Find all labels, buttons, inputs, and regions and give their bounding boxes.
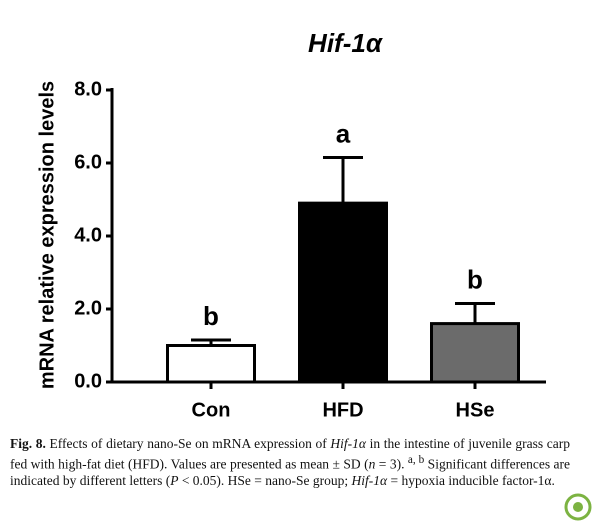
significance-letter: b — [467, 264, 483, 294]
y-tick-label: 0.0 — [74, 370, 102, 392]
x-tick-label: Con — [192, 399, 231, 421]
y-tick-label: 2.0 — [74, 297, 102, 319]
caption-gene: Hif-1α — [351, 472, 388, 488]
significance-letter: b — [203, 301, 219, 331]
bar — [166, 344, 256, 384]
caption-gene: Hif-1α — [330, 436, 367, 451]
caption-text: < 0.05). HSe = nano-Se group; — [178, 472, 352, 488]
logo-icon — [564, 493, 592, 521]
x-tick-label: HSe — [456, 399, 495, 421]
bar — [298, 201, 388, 384]
y-axis-label: mRNA relative expression levels — [36, 81, 58, 389]
chart-title: Hif-1α — [308, 28, 384, 58]
x-tick-label: HFD — [322, 399, 363, 421]
bar — [430, 322, 520, 384]
caption: Fig. 8. Effects of dietary nano-Se on mR… — [10, 436, 570, 489]
caption-text: = hypoxia inducible factor-1α. — [387, 472, 555, 488]
caption-text: Significant differences are indicated by… — [10, 456, 571, 488]
y-tick-label: 8.0 — [74, 78, 102, 100]
caption-text: in the intestine of juvenile grass carp … — [10, 436, 570, 472]
caption-var: n — [368, 456, 376, 472]
y-tick-label: 4.0 — [74, 224, 102, 246]
significance-letter: a — [336, 118, 351, 148]
caption-label: Fig. 8. — [10, 436, 46, 451]
caption-var: P — [170, 472, 179, 488]
caption-text: = 3). — [375, 456, 408, 472]
caption-text: Effects of dietary nano-Se on mRNA expre… — [45, 436, 331, 451]
y-tick-label: 6.0 — [74, 151, 102, 173]
chart: Hif-1α mRNA relative expression levels 0… — [36, 28, 546, 421]
caption-sup: a, b — [407, 454, 425, 466]
